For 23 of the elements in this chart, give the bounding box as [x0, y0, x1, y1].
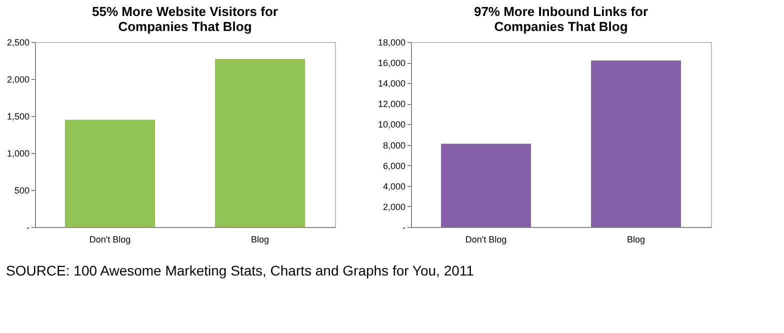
- x-tick-label: Don't Blog: [465, 234, 507, 244]
- chart-title: 55% More Website Visitors for Companies That Blog: [92, 4, 278, 34]
- x-tick-label: Blog: [250, 234, 270, 244]
- y-tick-label: 18,000: [378, 38, 406, 48]
- y-tick-label: 1,000: [6, 148, 30, 158]
- y-tick-label: 12,000: [378, 99, 406, 110]
- y-tick-label: 500: [14, 186, 30, 196]
- source-note: SOURCE: 100 Awesome Marketing Stats, Charts and Graphs for You, 2011: [6, 262, 474, 278]
- y-tick-label: 2,500: [6, 38, 30, 48]
- y-tick-label: -: [26, 222, 30, 232]
- y-tick-label: 8,000: [382, 140, 406, 150]
- x-tick-label: Blog: [626, 234, 646, 244]
- y-tick-label: 10,000: [378, 120, 406, 130]
- y-tick-label: 2,000: [382, 202, 406, 212]
- y-tick-label: 6,000: [382, 160, 406, 171]
- x-tick-label: Don't Blog: [89, 234, 131, 244]
- y-tick-label: 16,000: [378, 58, 406, 68]
- chart-title: 97% More Inbound Links for Companies That Blog: [474, 4, 648, 34]
- y-tick-label: 2,000: [6, 74, 30, 84]
- y-tick-label: 1,500: [6, 112, 30, 122]
- y-tick-label: -: [402, 222, 406, 232]
- y-tick-label: 4,000: [382, 181, 406, 192]
- y-tick-label: 14,000: [378, 78, 406, 89]
